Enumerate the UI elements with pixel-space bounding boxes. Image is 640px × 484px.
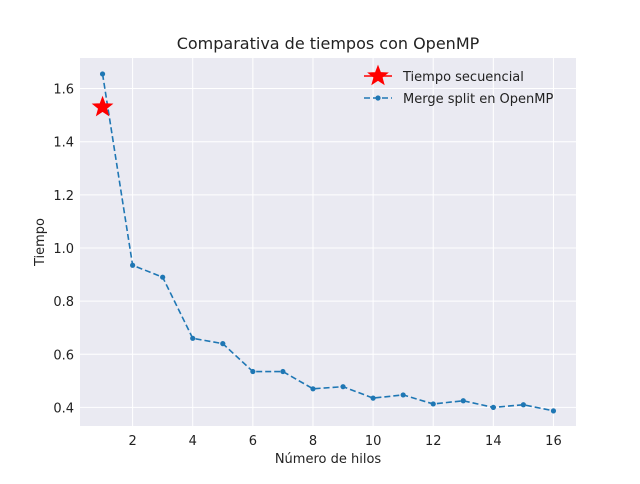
legend-star-marker [367,64,389,86]
data-point-merge-split [430,401,436,407]
data-point-merge-split [130,262,136,268]
plot-area [80,58,576,426]
x-tick-label: 6 [249,434,257,449]
x-tick-label: 2 [128,434,136,449]
y-tick-label: 0.4 [53,401,74,416]
y-tick-label: 1.6 [53,83,74,98]
y-tick-label: 0.6 [53,348,74,363]
chart-title: Comparativa de tiempos con OpenMP [177,34,480,53]
data-point-merge-split [550,408,557,414]
data-point-merge-split [460,398,466,404]
x-tick-label: 16 [545,434,562,449]
x-tick-label: 12 [425,434,442,449]
y-axis-ticks: 0.4 0.6 0.8 1.0 1.2 1.4 1.6 [53,83,74,417]
data-point-merge-split [400,392,406,398]
data-point-merge-split [160,274,166,280]
y-tick-label: 1.0 [53,242,74,257]
legend-item-tiempo-secuencial: Tiempo secuencial [364,64,524,86]
grid-lines [80,58,576,426]
x-tick-label: 10 [365,434,382,449]
y-tick-label: 1.4 [53,136,74,151]
y-tick-label: 0.8 [53,295,74,310]
x-tick-label: 4 [189,434,197,449]
data-point-merge-split [340,384,346,390]
x-axis-ticks: 2 4 6 8 10 12 14 16 [128,434,561,449]
data-point-merge-split [220,341,226,347]
legend-item-merge-split: Merge split en OpenMP [364,92,553,107]
data-point-merge-split [190,335,196,341]
legend: Tiempo secuencial Merge split en OpenMP [364,64,553,107]
data-point-merge-split [490,404,496,411]
data-point-merge-split [250,368,256,375]
x-tick-label: 8 [309,434,317,449]
legend-label: Merge split en OpenMP [403,92,553,107]
data-point-merge-split [99,71,106,77]
data-point-tiempo-secuencial [91,95,114,117]
data-point-merge-split [310,386,316,392]
legend-dot-marker [375,95,381,101]
x-axis-label: Número de hilos [275,452,382,467]
series-line-merge-split [101,73,554,412]
y-tick-label: 1.2 [53,189,74,204]
x-tick-label: 14 [485,434,502,449]
legend-label: Tiempo secuencial [402,70,524,85]
y-axis-label: Tiempo [33,218,48,267]
series-layer [91,71,557,414]
data-point-merge-split [520,402,526,408]
data-point-merge-split [370,395,376,401]
data-point-merge-split [280,368,286,375]
